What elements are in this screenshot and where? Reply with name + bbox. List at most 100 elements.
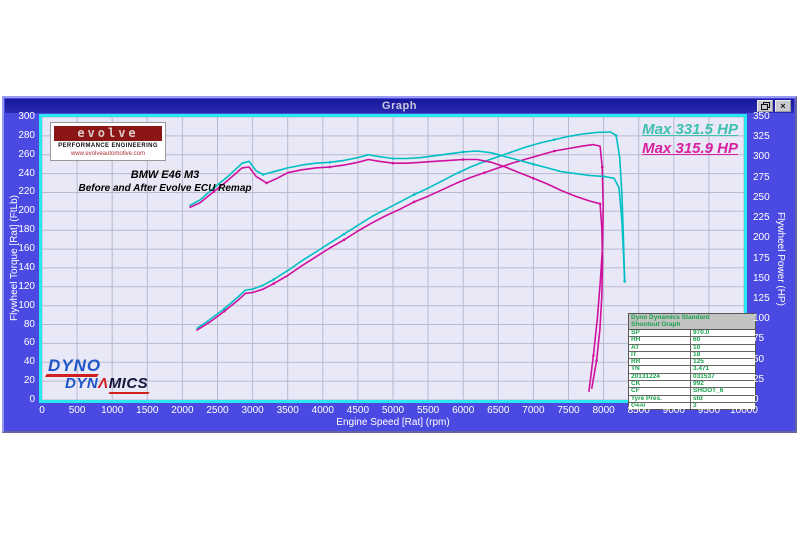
graph-window: Graph × Max 331.5 HP Max 315.9 HP evolve <box>2 96 797 433</box>
legend-max-power: Max 315.9 HP <box>642 140 738 157</box>
info-table-row: Gear 3 <box>629 402 755 410</box>
info-table-row: RR 125 <box>629 359 755 367</box>
series-marker <box>223 307 226 310</box>
info-value: 970.0 <box>693 330 710 336</box>
info-value: 125 <box>693 359 704 366</box>
left-tick-label: 200 <box>18 205 35 217</box>
series-torque-after-remap <box>189 150 626 282</box>
dyno-logo-line2: DYNΛMICS <box>65 375 149 392</box>
left-tick-label: 100 <box>18 299 35 311</box>
right-tick-label: 275 <box>753 171 770 183</box>
x-tick-label: 500 <box>68 405 86 416</box>
info-table-row: TN 3.471 <box>629 366 755 374</box>
series-marker <box>342 238 346 242</box>
x-tick-label: 9000 <box>662 405 685 416</box>
left-tick-label: 160 <box>18 243 35 255</box>
info-key: Tyre Pres. <box>629 395 691 402</box>
close-button[interactable]: × <box>775 100 791 112</box>
info-key: AT <box>629 344 691 351</box>
info-table-row: CF SHOOT_6 <box>629 388 755 396</box>
dyno-dynamics-logo: DYNO DYNΛMICS <box>48 357 148 391</box>
x-tick-label: 1000 <box>101 405 124 416</box>
left-tick-label: 0 <box>29 394 35 405</box>
series-marker <box>265 181 268 185</box>
info-value: 992 <box>693 381 704 388</box>
x-tick-label: 6500 <box>487 405 510 416</box>
info-table-row: SP 970.0 <box>629 330 755 338</box>
right-tick-label: 100 <box>753 313 770 325</box>
info-value: 18 <box>693 351 701 358</box>
series-marker <box>212 190 216 193</box>
dyno-logo-line1: DYNO <box>48 356 102 375</box>
series-marker <box>483 171 486 175</box>
series-marker <box>602 175 605 178</box>
info-key: CK <box>629 381 691 388</box>
evolve-logo-subtitle: PERFORMANCE ENGINEERING <box>58 143 158 149</box>
right-tick-label: 225 <box>753 212 770 224</box>
series-marker <box>391 157 395 160</box>
x-tick-label: 2500 <box>206 405 229 416</box>
left-tick-label: 260 <box>18 148 35 160</box>
info-table-row: IT 18 <box>629 351 755 360</box>
right-tick-label: 150 <box>753 272 770 284</box>
x-tick-label: 8000 <box>592 405 615 416</box>
evolve-logo-url: www.evolveautomotive.com <box>70 151 146 157</box>
x-tick-label: 7000 <box>522 405 545 416</box>
left-axis-ticks: 0 20 40 60 80 100 120 140 160 180 200 220 240 260 280 3… <box>4 111 37 405</box>
info-key: 20131224 <box>629 373 691 381</box>
left-tick-label: 120 <box>18 280 35 292</box>
x-tick-label: 8500 <box>627 405 650 416</box>
info-key: RR <box>629 359 691 366</box>
restore-button[interactable] <box>757 100 773 112</box>
x-axis-title: Engine Speed [Rat] (rpm) <box>336 417 450 428</box>
series-marker <box>461 158 465 161</box>
series-marker <box>272 278 275 281</box>
right-axis-title: Flywheel Power (HP) <box>775 211 786 306</box>
right-tick-label: 25 <box>753 373 765 385</box>
right-tick-label: 250 <box>753 191 770 203</box>
right-tick-label: 300 <box>753 151 770 163</box>
left-axis-title: Flywheel Torque [Rat] (FtLb) <box>9 195 20 322</box>
series-marker <box>328 161 332 164</box>
dyno-curves-svg <box>42 117 744 400</box>
info-value: std <box>693 395 703 402</box>
left-tick-label: 240 <box>18 167 35 179</box>
info-key: Gear <box>629 402 691 410</box>
info-value: 60 <box>693 337 701 344</box>
info-key: RH <box>629 337 691 344</box>
window-title: Graph <box>382 100 417 112</box>
info-key: IT <box>629 351 691 359</box>
series-marker <box>412 193 416 196</box>
info-value: SHOOT_6 <box>693 388 724 395</box>
left-tick-label: 140 <box>18 261 35 273</box>
right-tick-label: 125 <box>753 292 770 304</box>
x-axis-ticks: 0 500 1000 1500 2000 2500 3000 3500 4000 4500 5000… <box>39 405 758 417</box>
x-tick-label: 1500 <box>136 405 159 416</box>
info-key: CF <box>629 388 691 395</box>
left-tick-label: 80 <box>23 318 35 330</box>
series-marker <box>623 279 626 283</box>
x-tick-label: 0 <box>39 405 45 416</box>
chart-legend: Max 331.5 HP Max 315.9 HP <box>642 120 738 158</box>
plot-area: Max 331.5 HP Max 315.9 HP evolve PERFORMA… <box>39 114 756 411</box>
x-tick-label: 2000 <box>171 405 194 416</box>
window-buttons: × <box>757 100 791 112</box>
series-marker <box>592 354 595 357</box>
series-marker <box>600 165 604 169</box>
series-marker <box>461 150 465 154</box>
series-marker <box>212 186 216 190</box>
x-tick-label: 10000 <box>730 405 758 416</box>
info-value: 3 <box>693 402 697 409</box>
window-titlebar[interactable]: Graph × <box>5 99 794 113</box>
series-marker <box>272 282 275 285</box>
series-torque-before-remap <box>189 158 604 389</box>
run-info-table: Dyno Dynamics Standard Shootout Graph SP… <box>628 313 756 411</box>
info-table-row: RH 60 <box>629 337 755 345</box>
x-tick-label: 4000 <box>311 405 334 416</box>
series-marker <box>553 138 556 141</box>
right-tick-label: 175 <box>753 252 770 264</box>
series-power-after-remap <box>195 131 626 330</box>
info-table-row: 20131224 031537 <box>629 373 755 382</box>
info-key: TN <box>629 366 691 373</box>
series-marker <box>328 165 332 169</box>
